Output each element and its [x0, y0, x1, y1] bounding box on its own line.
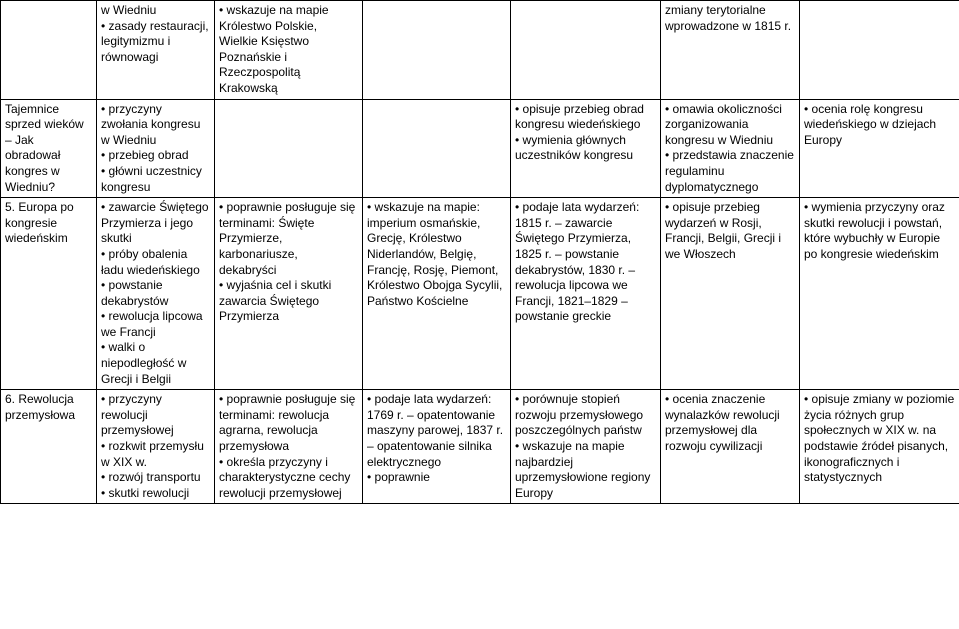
table-cell: • podaje lata wydarzeń:1769 r. – opatent…: [363, 390, 511, 504]
table-cell: [800, 1, 959, 100]
table-cell: [511, 1, 661, 100]
table-row: Tajemnice sprzed wieków – Jak obradował …: [1, 99, 959, 198]
table-cell: • wskazuje na mapie Królestwo Polskie, W…: [215, 1, 363, 100]
table-cell: [215, 99, 363, 198]
table-cell: [1, 1, 97, 100]
table-cell: 6. Rewolucja przemysłowa: [1, 390, 97, 504]
table-cell: zmiany terytorialne wprowadzone w 1815 r…: [661, 1, 800, 100]
table-row: 6. Rewolucja przemysłowa• przyczyny rewo…: [1, 390, 959, 504]
table-cell: w Wiedniu• zasady restauracji, legitymiz…: [97, 1, 215, 100]
table-cell: • wymienia przyczyny oraz skutki rewoluc…: [800, 198, 959, 390]
table-row: 5. Europa po kongresie wiedeńskim• zawar…: [1, 198, 959, 390]
table-cell: • opisuje zmiany w poziomie życia różnyc…: [800, 390, 959, 504]
table-cell: • poprawnie posługuje się terminami: Świ…: [215, 198, 363, 390]
table-cell: • zawarcie Świętego Przymierza i jego sk…: [97, 198, 215, 390]
table-cell: • poprawnie posługuje się terminami: rew…: [215, 390, 363, 504]
table-cell: • porównuje stopień rozwoju przemysłoweg…: [511, 390, 661, 504]
table-cell: • ocenia znaczenie wynalazków rewolucji …: [661, 390, 800, 504]
curriculum-table: w Wiedniu• zasady restauracji, legitymiz…: [0, 0, 959, 504]
table-cell: • przyczyny rewolucji przemysłowej• rozk…: [97, 390, 215, 504]
table-cell: • opisuje przebieg obrad kongresu wiedeń…: [511, 99, 661, 198]
table-cell: Tajemnice sprzed wieków – Jak obradował …: [1, 99, 97, 198]
table-cell: [363, 99, 511, 198]
table-cell: • opisuje przebieg wydarzeń w Rosji, Fra…: [661, 198, 800, 390]
table-cell: 5. Europa po kongresie wiedeńskim: [1, 198, 97, 390]
table-row: w Wiedniu• zasady restauracji, legitymiz…: [1, 1, 959, 100]
table-cell: • ocenia rolę kongresu wiedeńskiego w dz…: [800, 99, 959, 198]
table-cell: • przyczyny zwołania kongresu w Wiedniu•…: [97, 99, 215, 198]
table-body: w Wiedniu• zasady restauracji, legitymiz…: [1, 1, 959, 504]
table-cell: • wskazuje na mapie: imperium osmańskie,…: [363, 198, 511, 390]
table-cell: • podaje lata wydarzeń: 1815 r. – zawarc…: [511, 198, 661, 390]
table-cell: • omawia okoliczności zorganizowania kon…: [661, 99, 800, 198]
table-cell: [363, 1, 511, 100]
